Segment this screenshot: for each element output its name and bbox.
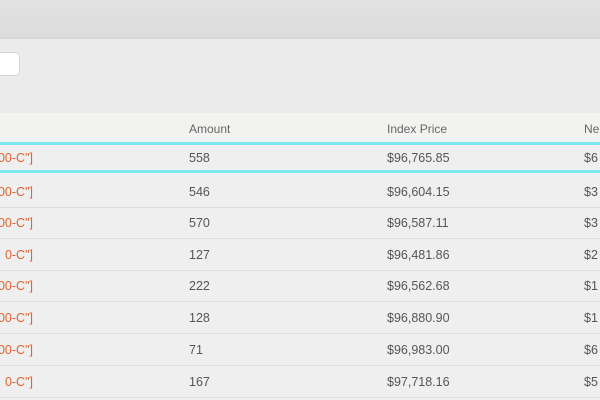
amount-cell: 222 <box>189 279 210 293</box>
column-header-index-price[interactable]: Index Price <box>387 122 448 136</box>
amount-cell: 127 <box>189 248 210 262</box>
instrument-link[interactable]: 0-C"] <box>4 248 33 262</box>
table-header: Amount Index Price Ne <box>0 113 600 145</box>
instrument-link[interactable]: 00-C"] <box>0 185 33 199</box>
index-price-cell: $96,604.15 <box>387 185 450 199</box>
top-bar <box>0 0 600 39</box>
amount-cell: 546 <box>189 185 210 199</box>
table-row[interactable]: 0-C"] 127 $96,481.86 $2 <box>0 240 600 271</box>
instrument-link[interactable]: 00-C"] <box>0 311 33 325</box>
net-cell: $2 <box>584 248 598 262</box>
net-cell: $5 <box>584 375 598 389</box>
index-price-cell: $97,718.16 <box>387 375 450 389</box>
column-header-net[interactable]: Ne <box>584 122 600 136</box>
table-row[interactable]: 00-C"] 222 $96,562.68 $1 <box>0 271 600 302</box>
index-price-cell: $96,481.86 <box>387 248 450 262</box>
index-price-cell: $96,880.90 <box>387 311 450 325</box>
net-cell: $1 <box>584 311 598 325</box>
amount-cell: 71 <box>189 343 203 357</box>
table-row[interactable]: 00-C"] 558 $96,765.85 $6 <box>0 142 600 173</box>
amount-cell: 570 <box>189 216 210 230</box>
search-input[interactable] <box>0 52 20 76</box>
index-price-cell: $96,983.00 <box>387 343 450 357</box>
instrument-link[interactable]: 00-C"] <box>0 151 33 165</box>
net-cell: $3 <box>584 185 598 199</box>
amount-cell: 558 <box>189 151 210 165</box>
instrument-link[interactable]: 00-C"] <box>0 343 33 357</box>
table-row[interactable]: 00-C"] 570 $96,587.11 $3 <box>0 208 600 239</box>
table-row[interactable]: 0-C"] 167 $97,718.16 $5 <box>0 367 600 398</box>
index-price-cell: $96,562.68 <box>387 279 450 293</box>
instrument-link[interactable]: 0-C"] <box>4 375 33 389</box>
instrument-link[interactable]: 00-C"] <box>0 216 33 230</box>
net-cell: $3 <box>584 216 598 230</box>
table-row[interactable]: 00-C"] 546 $96,604.15 $3 <box>0 177 600 208</box>
amount-cell: 128 <box>189 311 210 325</box>
net-cell: $6 <box>584 343 598 357</box>
table-row[interactable]: 00-C"] 128 $96,880.90 $1 <box>0 303 600 334</box>
column-header-amount[interactable]: Amount <box>189 122 231 136</box>
trades-table: Amount Index Price Ne 00-C"] 558 $96,765… <box>0 113 600 400</box>
net-cell: $1 <box>584 279 598 293</box>
instrument-link[interactable]: 00-C"] <box>0 279 33 293</box>
table-row[interactable]: 00-C"] 71 $96,983.00 $6 <box>0 335 600 366</box>
net-cell: $6 <box>584 151 598 165</box>
index-price-cell: $96,765.85 <box>387 151 450 165</box>
index-price-cell: $96,587.11 <box>387 216 449 230</box>
amount-cell: 167 <box>189 375 210 389</box>
